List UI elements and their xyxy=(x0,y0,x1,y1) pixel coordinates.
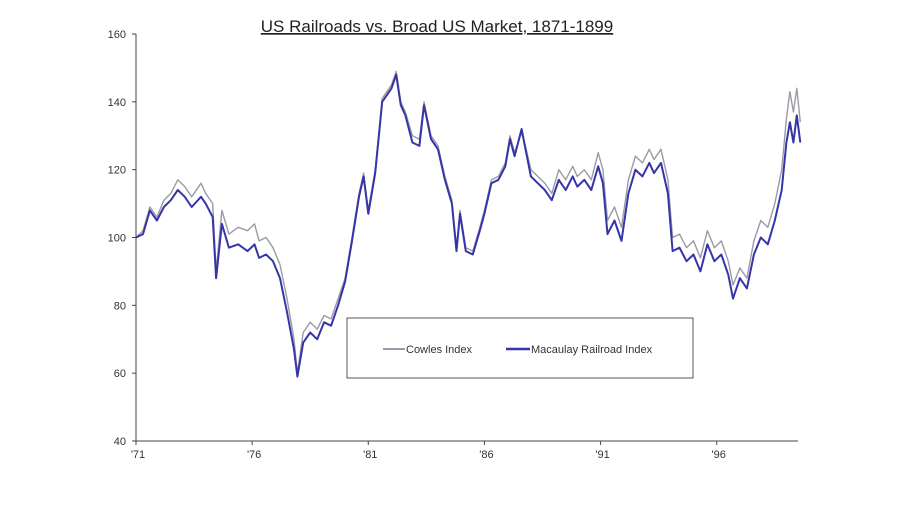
y-tick-label: 160 xyxy=(108,29,126,41)
series-layer xyxy=(135,70,802,378)
legend: Cowles Index Macaulay Railroad Index xyxy=(346,317,694,379)
axes: 40 60 80 100 120 140 160 '71 '76 '81 '86 '91 '96 xyxy=(108,29,798,461)
x-tick-label: '81 xyxy=(363,449,377,461)
x-tick-label: '96 xyxy=(712,449,726,461)
y-tick-label: 140 xyxy=(108,97,126,109)
y-tick-label: 60 xyxy=(114,368,126,380)
x-tick-label: '71 xyxy=(131,449,145,461)
x-tick-label: '86 xyxy=(479,449,493,461)
y-tick-label: 80 xyxy=(114,300,126,312)
y-tick-label: 120 xyxy=(108,165,126,177)
x-tick-label: '91 xyxy=(595,449,609,461)
legend-label-cowles: Cowles Index xyxy=(406,344,473,356)
y-tick-label: 40 xyxy=(114,436,126,448)
x-tick-label: '76 xyxy=(247,449,261,461)
series-line-macaulay-railroad-index xyxy=(135,73,802,378)
legend-label-macaulay: Macaulay Railroad Index xyxy=(531,344,653,356)
chart-title: US Railroads vs. Broad US Market, 1871-1… xyxy=(261,17,613,36)
y-tick-label: 100 xyxy=(108,233,126,245)
